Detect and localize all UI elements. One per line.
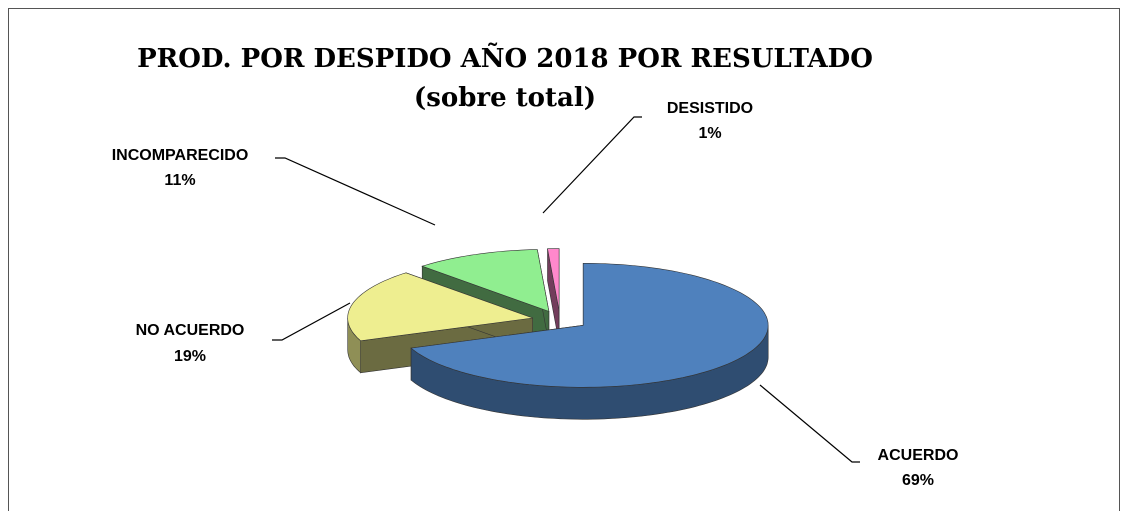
leaders [272, 116, 860, 463]
leader-line [275, 157, 436, 226]
slice-label: DESISTIDO [667, 100, 753, 117]
slice [410, 263, 769, 388]
leader-line [759, 384, 860, 463]
slice [547, 248, 560, 311]
frame [8, 8, 1120, 511]
slice-value-label: 19% [174, 348, 206, 365]
chart-title: PROD. POR DESPIDO AÑO 2018 POR RESULTADO [137, 42, 873, 74]
leader-line [542, 116, 642, 214]
leader-line [272, 302, 351, 341]
slice-value-label: 69% [902, 472, 934, 489]
slice [421, 249, 550, 312]
slice-label: INCOMPARECIDO [112, 147, 249, 164]
chart-subtitle: (sobre total) [414, 83, 596, 113]
slice-label: ACUERDO [878, 447, 959, 464]
slice-value-label: 11% [164, 172, 195, 189]
pie [347, 248, 769, 420]
slice-label: NO ACUERDO [136, 322, 245, 339]
slice [347, 272, 533, 342]
slice-value-label: 1% [698, 125, 721, 142]
